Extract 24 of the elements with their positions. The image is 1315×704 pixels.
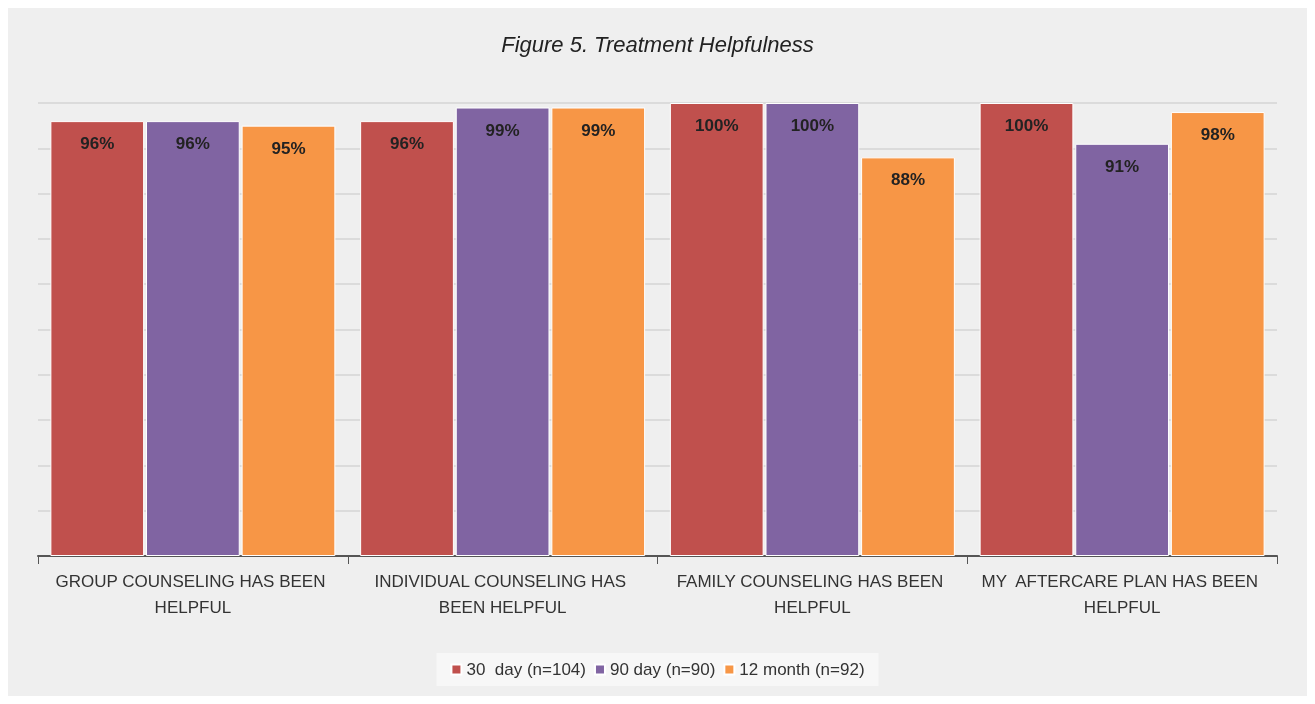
data-label: 96% bbox=[389, 134, 425, 154]
data-label: 100% bbox=[790, 116, 835, 135]
data-label: 99% bbox=[581, 120, 616, 140]
data-label: 100% bbox=[695, 116, 739, 135]
data-label: 88% bbox=[890, 170, 926, 190]
bar bbox=[50, 121, 145, 556]
data-label: 100% bbox=[1004, 116, 1049, 135]
x-tick-label: GROUP COUNSELING HAS BEEN HELPFUL bbox=[55, 571, 331, 617]
data-label: 98% bbox=[1200, 125, 1235, 145]
legend-label: 90 day (n=90) bbox=[609, 660, 716, 679]
bar bbox=[861, 157, 955, 556]
data-label: 91% bbox=[1105, 156, 1140, 176]
bar bbox=[360, 121, 454, 556]
legend-label: 30 day (n=104) bbox=[466, 660, 586, 679]
legend-label: 12 month (n=92) bbox=[739, 660, 865, 679]
data-label: 95% bbox=[271, 138, 306, 158]
chart-title: Figure 5. Treatment Helpfulness bbox=[501, 31, 814, 57]
x-tick-label: MY AFTERCARE PLAN HAS BEEN HELPFUL bbox=[981, 571, 1263, 617]
data-label: 96% bbox=[175, 134, 210, 154]
x-tick-label: INDIVIDUAL COUNSELING HAS BEEN HELPFUL bbox=[374, 571, 631, 617]
x-tick-label: FAMILY COUNSELING HAS BEEN HELPFUL bbox=[676, 571, 949, 617]
data-label: 99% bbox=[485, 120, 520, 140]
bar bbox=[1170, 112, 1265, 556]
data-label: 96% bbox=[80, 134, 115, 154]
